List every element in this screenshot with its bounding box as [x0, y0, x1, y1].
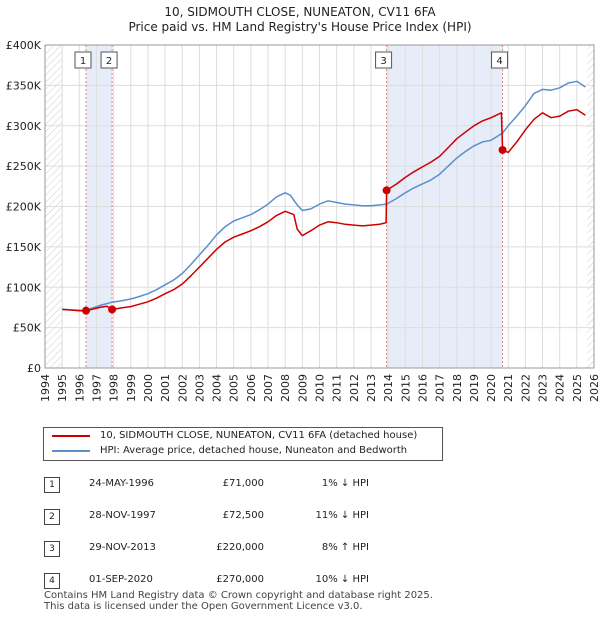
x-tick-label: 2024	[554, 374, 567, 402]
x-tick-label: 2023	[537, 374, 550, 402]
legend-swatch-hpi	[52, 450, 90, 452]
x-tick-label: 2011	[331, 374, 344, 402]
plot-frame	[44, 44, 595, 369]
x-tick-label: 2020	[485, 374, 498, 402]
x-tick-label: 2022	[519, 374, 532, 402]
footer-copyright: Contains HM Land Registry data © Crown c…	[44, 590, 433, 601]
sale-point	[108, 305, 117, 314]
price-chart: £0 £50K £100K £150K £200K £250K £300K £350K £400…	[6, 39, 600, 402]
x-tick-label: 2008	[279, 374, 292, 402]
x-tick-label: 2007	[262, 374, 275, 402]
footer-licence: This data is licensed under the Open Gov…	[44, 601, 363, 612]
x-tick-label: 2015	[399, 374, 412, 402]
hpi-line	[62, 80, 586, 312]
sale-number-badge: 4	[44, 573, 60, 589]
y-tick-label: £400K	[6, 39, 42, 52]
x-tick-label: 2025	[571, 374, 584, 402]
x-tick-label: 1998	[108, 374, 121, 402]
y-tick-label: £250K	[6, 160, 42, 173]
table-row: 2 28-NOV-1997 £72,500 11% ↓ HPI	[44, 502, 464, 534]
x-tick-label: 2026	[588, 374, 600, 402]
x-tick-label: 2009	[296, 374, 309, 402]
x-tick-label: 2001	[159, 374, 172, 402]
price-paid-line	[62, 108, 586, 312]
sale-label-number: 1	[80, 56, 86, 67]
sale-price: £270,000	[216, 574, 264, 585]
sale-label-box	[74, 51, 92, 69]
y-tick-label: £100K	[6, 281, 42, 294]
x-tick-label: 2021	[502, 374, 515, 402]
sale-point	[382, 186, 391, 195]
sale-price: £71,000	[222, 478, 264, 489]
x-tick-label: 2017	[434, 374, 447, 402]
footer-notice: Contains HM Land Registry data © Crown c…	[44, 590, 433, 612]
y-tick-label: £150K	[6, 241, 42, 254]
x-tick-label: 1999	[125, 374, 138, 402]
x-tick-label: 2016	[416, 374, 429, 402]
chart-subtitle: Price paid vs. HM Land Registry's House …	[128, 20, 472, 34]
legend-swatch-price-paid	[52, 435, 90, 437]
chart-legend: 10, SIDMOUTH CLOSE, NUNEATON, CV11 6FA (…	[43, 427, 443, 461]
sale-label-number: 3	[380, 56, 386, 67]
sale-date: 29-NOV-2013	[89, 542, 156, 553]
sale-date: 28-NOV-1997	[89, 510, 156, 521]
sale-price: £72,500	[222, 510, 264, 521]
x-tick-label: 2012	[348, 374, 361, 402]
table-row: 4 01-SEP-2020 £270,000 10% ↓ HPI	[44, 566, 464, 598]
table-row: 3 29-NOV-2013 £220,000 8% ↑ HPI	[44, 534, 464, 566]
y-tick-label: £0	[27, 362, 41, 375]
sale-hpi-diff: 10% ↓ HPI	[315, 574, 369, 585]
x-tick-label: 2005	[228, 374, 241, 402]
sale-hpi-diff: 11% ↓ HPI	[315, 510, 369, 521]
sale-label-number: 2	[106, 56, 112, 67]
sale-label-box	[375, 51, 393, 69]
y-tick-label: £50K	[13, 322, 42, 335]
sales-table: 1 24-MAY-1996 £71,000 1% ↓ HPI 2 28-NOV-…	[44, 470, 464, 598]
sale-price: £220,000	[216, 542, 264, 553]
sale-hpi-diff: 8% ↑ HPI	[321, 542, 369, 553]
sale-number-badge: 2	[44, 509, 60, 525]
sale-number-badge: 1	[44, 477, 60, 493]
x-tick-label: 2004	[211, 374, 224, 402]
sale-number-badge: 3	[44, 541, 60, 557]
x-tick-label: 2006	[245, 374, 258, 402]
chart-title-address: 10, SIDMOUTH CLOSE, NUNEATON, CV11 6FA	[164, 5, 436, 19]
sale-label-number: 4	[496, 56, 502, 67]
x-tick-label: 2018	[451, 374, 464, 402]
x-tick-label: 2000	[142, 374, 155, 402]
x-tick-label: 2002	[176, 374, 189, 402]
x-tick-label: 2019	[468, 374, 481, 402]
table-row: 1 24-MAY-1996 £71,000 1% ↓ HPI	[44, 470, 464, 502]
x-tick-label: 1994	[39, 374, 52, 402]
sale-label-box	[100, 51, 118, 69]
sale-label-box	[491, 51, 509, 69]
x-tick-label: 2013	[365, 374, 378, 402]
x-tick-label: 2010	[314, 374, 327, 402]
sale-hpi-diff: 1% ↓ HPI	[321, 478, 369, 489]
x-tick-label: 1996	[73, 374, 86, 402]
y-tick-label: £350K	[6, 79, 42, 92]
x-tick-label: 2003	[193, 374, 206, 402]
legend-label-hpi: HPI: Average price, detached house, Nune…	[100, 445, 408, 456]
y-tick-label: £300K	[6, 120, 42, 133]
sale-date: 01-SEP-2020	[89, 574, 153, 585]
y-tick-label: £200K	[6, 201, 42, 214]
x-tick-label: 1995	[56, 374, 69, 402]
x-tick-label: 2014	[382, 374, 395, 402]
sale-date: 24-MAY-1996	[89, 478, 155, 489]
sale-point	[82, 306, 91, 315]
sale-point	[498, 145, 507, 154]
x-tick-label: 1997	[90, 374, 103, 402]
legend-label-price-paid: 10, SIDMOUTH CLOSE, NUNEATON, CV11 6FA (…	[100, 430, 418, 441]
